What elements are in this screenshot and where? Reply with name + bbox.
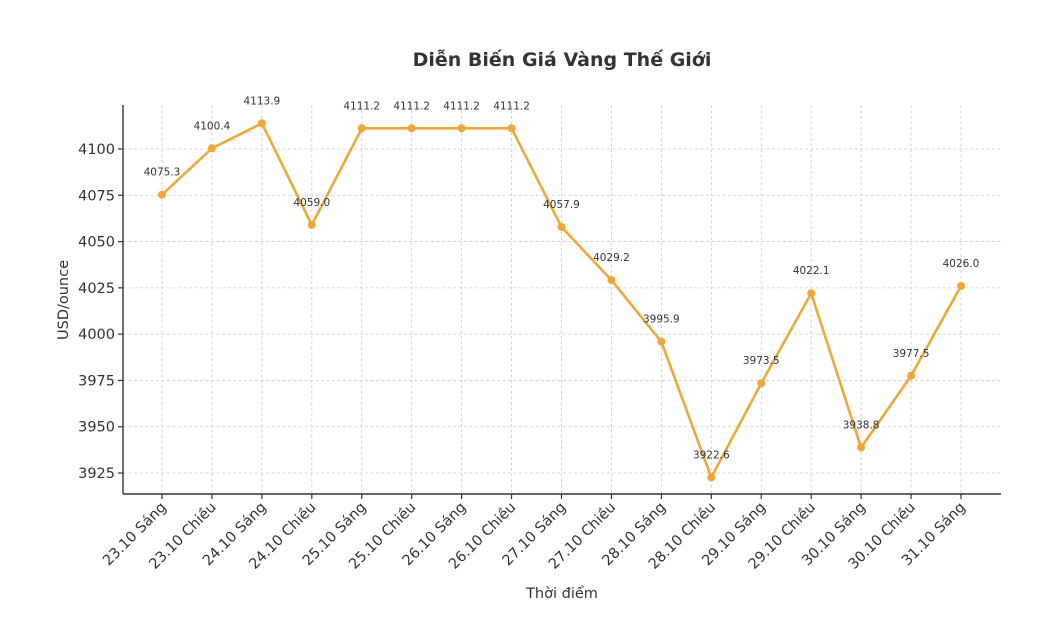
data-point — [907, 371, 916, 380]
data-point — [557, 222, 566, 231]
data-label: 4113.9 — [244, 95, 281, 107]
chart-title: Diễn Biến Giá Vàng Thế Giới — [413, 47, 712, 71]
data-label: 4026.0 — [943, 258, 980, 270]
data-labels: 4075.3 4100.4 4113.9 4059.0 4111.2 4111.2 4111… — [144, 95, 980, 461]
y-tick-labels: 3925 3950 3975 4000 4025 4050 4075 4100 — [78, 142, 123, 482]
data-point — [307, 220, 316, 229]
data-label: 4111.2 — [443, 100, 480, 112]
x-axis-label: Thời điểm — [525, 585, 598, 602]
data-label: 3995.9 — [643, 314, 680, 326]
y-tick-label: 4075 — [78, 188, 115, 204]
data-point — [357, 124, 366, 133]
data-point — [657, 337, 666, 346]
data-label: 4029.2 — [593, 252, 630, 264]
y-axis-label: USD/ounce — [56, 260, 72, 340]
data-label: 4057.9 — [543, 199, 580, 211]
data-point — [757, 379, 766, 388]
data-label: 3922.6 — [693, 449, 730, 461]
data-point — [607, 276, 616, 285]
y-tick-label: 3950 — [78, 420, 115, 436]
data-label: 4059.0 — [293, 197, 330, 209]
y-tick-label: 4050 — [78, 235, 115, 251]
data-point — [857, 443, 866, 452]
data-point — [707, 473, 716, 482]
y-tick-label: 3925 — [78, 466, 115, 482]
data-label: 4111.2 — [343, 100, 380, 112]
data-label: 4022.1 — [793, 265, 830, 277]
data-point — [457, 124, 466, 133]
data-label: 4075.3 — [144, 167, 181, 179]
y-tick-label: 4100 — [78, 142, 115, 158]
grid-lines — [123, 105, 1001, 494]
data-point — [257, 119, 266, 128]
data-point — [207, 144, 216, 153]
y-tick-label: 4025 — [78, 281, 115, 297]
data-point — [807, 289, 816, 298]
data-point — [507, 124, 516, 133]
data-point-markers — [158, 119, 965, 482]
data-label: 4111.2 — [393, 100, 430, 112]
data-label: 3938.8 — [843, 419, 880, 431]
data-point — [158, 190, 166, 199]
data-label: 4111.2 — [493, 100, 530, 112]
data-label: 3973.5 — [743, 355, 780, 367]
data-point — [957, 282, 965, 291]
y-tick-label: 4000 — [78, 327, 115, 343]
data-point — [407, 124, 416, 133]
data-label: 3977.5 — [893, 348, 930, 360]
data-label: 4100.4 — [194, 120, 231, 132]
y-tick-label: 3975 — [78, 373, 115, 389]
